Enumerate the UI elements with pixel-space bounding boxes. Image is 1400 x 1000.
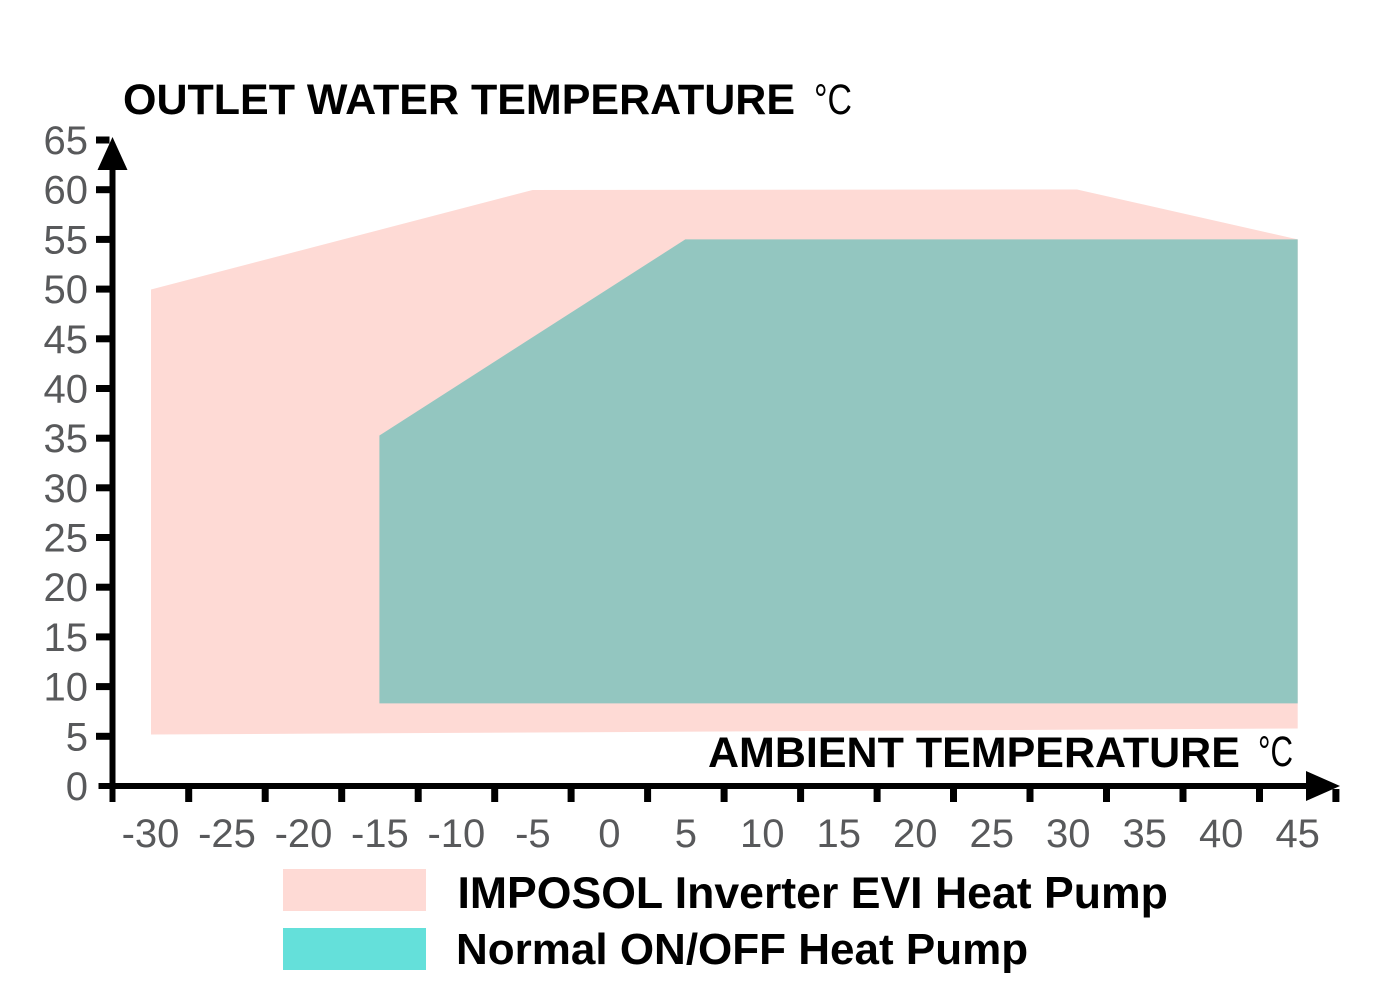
svg-text:-5: -5 [515, 812, 551, 856]
svg-text:30: 30 [1046, 812, 1091, 856]
svg-text:5: 5 [675, 812, 697, 856]
svg-text:50: 50 [44, 268, 89, 312]
svg-text:IMPOSOL Inverter EVI Heat Pump: IMPOSOL Inverter EVI Heat Pump [458, 869, 1168, 918]
svg-text:0: 0 [66, 765, 88, 809]
svg-text:10: 10 [740, 812, 785, 856]
svg-text:20: 20 [44, 566, 89, 610]
svg-text:OUTLET WATER TEMPERATURE: OUTLET WATER TEMPERATURE [123, 76, 795, 124]
svg-text:55: 55 [44, 218, 89, 262]
svg-text:°C: °C [814, 76, 852, 124]
svg-text:-15: -15 [351, 812, 409, 856]
svg-text:-30: -30 [122, 812, 180, 856]
svg-text:°C: °C [1258, 728, 1293, 776]
svg-text:45: 45 [44, 318, 89, 362]
svg-text:65: 65 [44, 119, 89, 163]
svg-text:35: 35 [44, 417, 89, 461]
svg-text:5: 5 [66, 715, 88, 759]
svg-text:25: 25 [970, 812, 1015, 856]
svg-text:40: 40 [1199, 812, 1244, 856]
svg-text:-20: -20 [275, 812, 333, 856]
svg-text:35: 35 [1122, 812, 1167, 856]
svg-text:40: 40 [44, 368, 89, 412]
svg-text:-10: -10 [427, 812, 485, 856]
svg-text:Normal ON/OFF Heat Pump: Normal ON/OFF Heat Pump [456, 925, 1028, 974]
svg-text:30: 30 [44, 467, 89, 511]
svg-text:60: 60 [44, 169, 89, 213]
svg-text:10: 10 [44, 666, 89, 710]
svg-text:15: 15 [44, 616, 89, 660]
svg-text:AMBIENT TEMPERATURE: AMBIENT TEMPERATURE [708, 729, 1240, 777]
svg-text:45: 45 [1275, 812, 1320, 856]
svg-text:15: 15 [817, 812, 862, 856]
svg-text:0: 0 [598, 812, 620, 856]
svg-text:20: 20 [893, 812, 938, 856]
svg-text:-25: -25 [198, 812, 256, 856]
svg-text:25: 25 [44, 517, 89, 561]
